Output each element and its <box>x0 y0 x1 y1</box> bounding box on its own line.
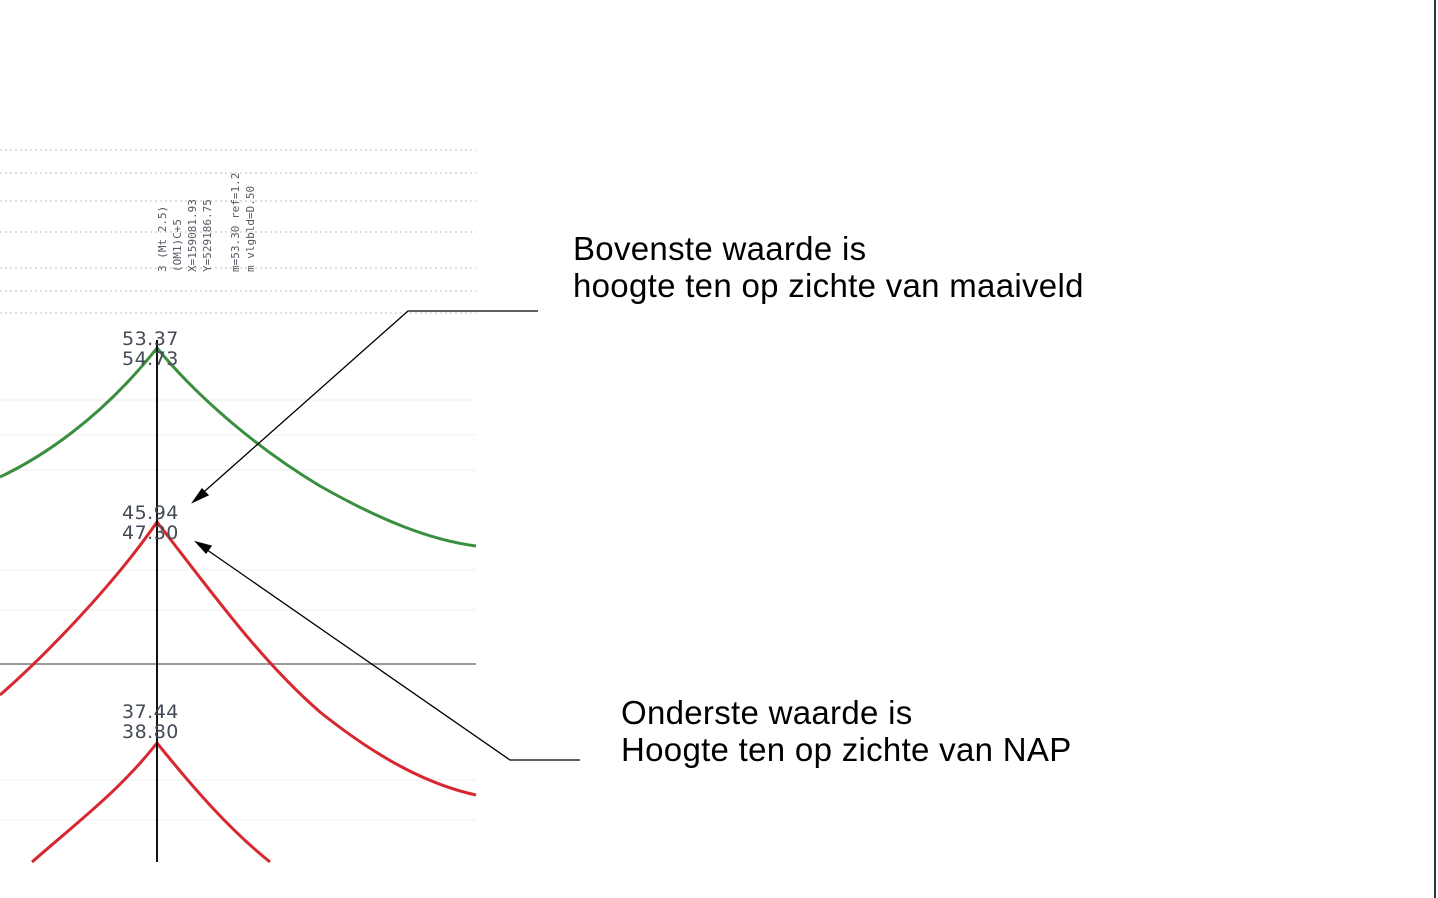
leader-bottom-line <box>199 544 580 761</box>
leader-top-line <box>196 310 538 499</box>
annotation-top: Bovenste waarde is hoogte ten op zichte … <box>573 230 1084 304</box>
middle-bottom-value: 47.30 <box>122 522 179 544</box>
upper-curve <box>0 345 477 548</box>
lower-top-value: 37.44 <box>122 701 179 723</box>
leader-bottom <box>194 540 580 761</box>
header-label: (OM1)C+5 <box>171 219 184 272</box>
header-label: X=159081.93 <box>186 199 199 272</box>
lower-curve <box>31 740 271 864</box>
header-label: Y=529186.75 <box>201 199 214 272</box>
lower-bottom-value: 38.80 <box>122 721 179 743</box>
leader-bottom-arrowhead <box>194 540 213 555</box>
middle-top-value: 45.94 <box>122 502 179 524</box>
leader-top <box>191 310 538 504</box>
upper-bottom-value: 54.73 <box>122 348 179 370</box>
leader-top-arrowhead <box>191 487 210 504</box>
annotation-bottom-line1: Onderste waarde is <box>621 694 913 731</box>
annotation-top-line2: hoogte ten op zichte van maaiveld <box>573 267 1084 304</box>
annotation-bottom-line2: Hoogte ten op zichte van NAP <box>621 731 1072 768</box>
annotation-top-line1: Bovenste waarde is <box>573 230 867 267</box>
faint-bands <box>0 399 476 821</box>
gridlines <box>0 149 476 314</box>
annotation-bottom: Onderste waarde is Hoogte ten op zichte … <box>621 694 1072 768</box>
header-label: 3 (Mt 2.5) <box>156 205 169 272</box>
header-label: m=53.30 ref=1.2 <box>229 172 242 272</box>
header-label: m vlgbld=D.50 <box>244 185 257 272</box>
upper-top-value: 53.37 <box>122 328 179 350</box>
middle-curve <box>0 519 477 797</box>
